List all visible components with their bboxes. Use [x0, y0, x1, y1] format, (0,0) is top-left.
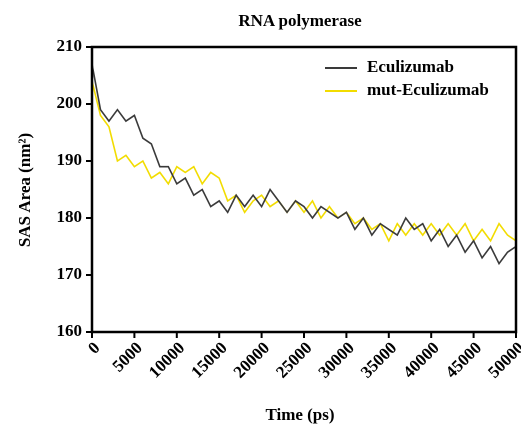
chart-title: RNA polymerase — [238, 11, 362, 30]
x-tick-label: 0 — [84, 338, 103, 357]
y-tick-label: 180 — [57, 207, 83, 226]
x-tick-label: 15000 — [187, 338, 230, 381]
series-line — [91, 81, 517, 243]
y-tick-label: 190 — [57, 150, 83, 169]
x-tick-label: 45000 — [442, 338, 485, 381]
x-axis-label: Time (ps) — [265, 405, 334, 424]
legend-label: Eculizumab — [367, 57, 454, 76]
x-tick-label: 35000 — [357, 338, 400, 381]
y-tick-label: 160 — [57, 321, 83, 340]
y-tick-label: 200 — [57, 93, 83, 112]
x-tick-label: 20000 — [230, 338, 273, 381]
y-tick-label: 210 — [57, 36, 83, 55]
y-axis-label: SAS Area (nm²) — [15, 133, 34, 247]
x-tick-label: 50000 — [484, 338, 521, 381]
x-tick-label: 10000 — [145, 338, 188, 381]
x-tick-label: 30000 — [315, 338, 358, 381]
x-tick-label: 25000 — [272, 338, 315, 381]
legend-label: mut-Eculizumab — [367, 80, 489, 99]
series-line — [91, 63, 517, 266]
y-tick-label: 170 — [57, 264, 83, 283]
x-tick-label: 5000 — [109, 338, 146, 375]
x-tick-label: 40000 — [399, 338, 442, 381]
plot-frame — [90, 45, 518, 334]
